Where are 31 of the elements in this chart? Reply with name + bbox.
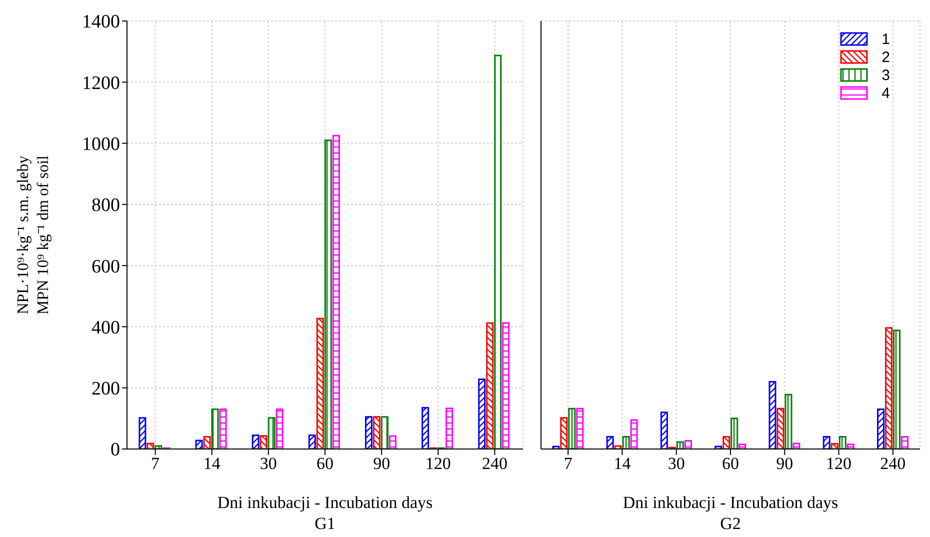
legend-label: 2 <box>882 48 890 66</box>
x-tick-label: 240 <box>880 454 906 474</box>
text: G2 <box>719 514 742 534</box>
x-axis-title: Dni inkubacji - Incubation days <box>622 493 840 513</box>
y-tick-label: 400 <box>92 317 120 338</box>
x-tick-label: 30 <box>260 454 277 474</box>
x-tick-label: 90 <box>373 454 390 474</box>
y-tick-label: 1200 <box>82 72 120 94</box>
x-tick-label: 14 <box>203 454 221 474</box>
text: G1 <box>314 514 336 534</box>
y-tick-label: 1000 <box>82 134 120 156</box>
x-tick-label: 60 <box>722 454 739 474</box>
x-tick-label: 60 <box>316 454 334 474</box>
x-tick-label: 14 <box>614 454 632 474</box>
x-tick-label: 7 <box>564 454 573 474</box>
x-tick-label: 120 <box>425 454 451 474</box>
x-tick-label: 240 <box>482 454 508 474</box>
x-axis-title: Dni inkubacji - Incubation days <box>216 493 434 513</box>
legend-label: 3 <box>882 66 890 84</box>
y-axis-title: NPL·10⁹·kg⁻¹ s.m. gleby MPN 10⁹ kg⁻¹ dm of soil <box>14 156 53 314</box>
x-tick-label: 7 <box>151 454 160 474</box>
x-tick-label: 90 <box>776 454 794 474</box>
y-tick-label: 600 <box>92 256 120 278</box>
y-tick-label: 1400 <box>82 12 120 33</box>
x-tick-label: 30 <box>668 454 685 474</box>
y-tick-label: 0 <box>110 440 120 461</box>
legend-label: 4 <box>882 84 890 102</box>
legend-label: 1 <box>882 30 890 48</box>
y-tick-label: 800 <box>92 195 120 216</box>
y-tick-label: 200 <box>92 378 120 400</box>
x-tick-label: 120 <box>826 454 852 474</box>
